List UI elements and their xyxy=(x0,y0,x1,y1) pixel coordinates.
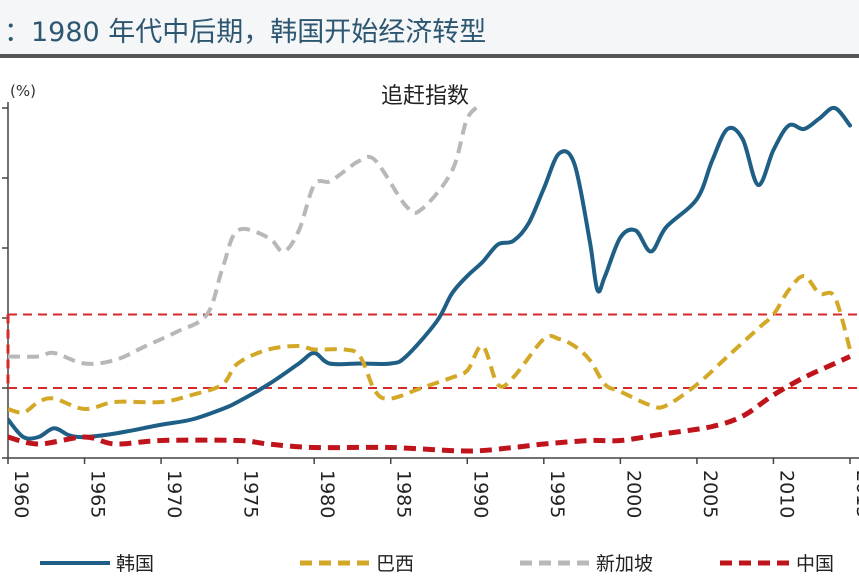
x-tick-label: 2000 xyxy=(622,470,644,518)
x-tick-label: 2005 xyxy=(699,470,721,518)
y-axis-label: (%) xyxy=(10,82,36,100)
series-line-2 xyxy=(8,102,484,366)
series-line-0 xyxy=(8,105,852,441)
x-tick-label: 1960 xyxy=(10,470,32,518)
x-tick-label: 2010 xyxy=(775,470,797,518)
page-title: ：1980 年代中后期，韩国开始经济转型 xyxy=(4,17,487,48)
x-tick-label: 1990 xyxy=(469,470,491,518)
series-line-1 xyxy=(8,274,852,415)
x-tick-label: 1975 xyxy=(240,470,262,518)
legend: 韩国 巴西 新加坡 中国 xyxy=(40,553,834,575)
header-bar: ：1980 年代中后期，韩国开始经济转型 xyxy=(0,0,859,58)
series-line-3 xyxy=(8,354,852,454)
legend-label: 巴西 xyxy=(376,553,414,575)
x-tick-label: 1965 xyxy=(87,470,109,518)
chart-title: 追赶指数 xyxy=(381,84,469,109)
legend-label: 中国 xyxy=(796,553,834,575)
x-tick-label: 1995 xyxy=(546,470,568,518)
legend-label: 新加坡 xyxy=(596,553,653,575)
x-tick-label: 1970 xyxy=(163,470,185,518)
x-tick-label: 1980 xyxy=(316,470,338,518)
x-tick-label: 2015 xyxy=(852,470,859,518)
x-tick-label: 1985 xyxy=(393,470,415,518)
legend-label: 韩国 xyxy=(116,553,154,575)
